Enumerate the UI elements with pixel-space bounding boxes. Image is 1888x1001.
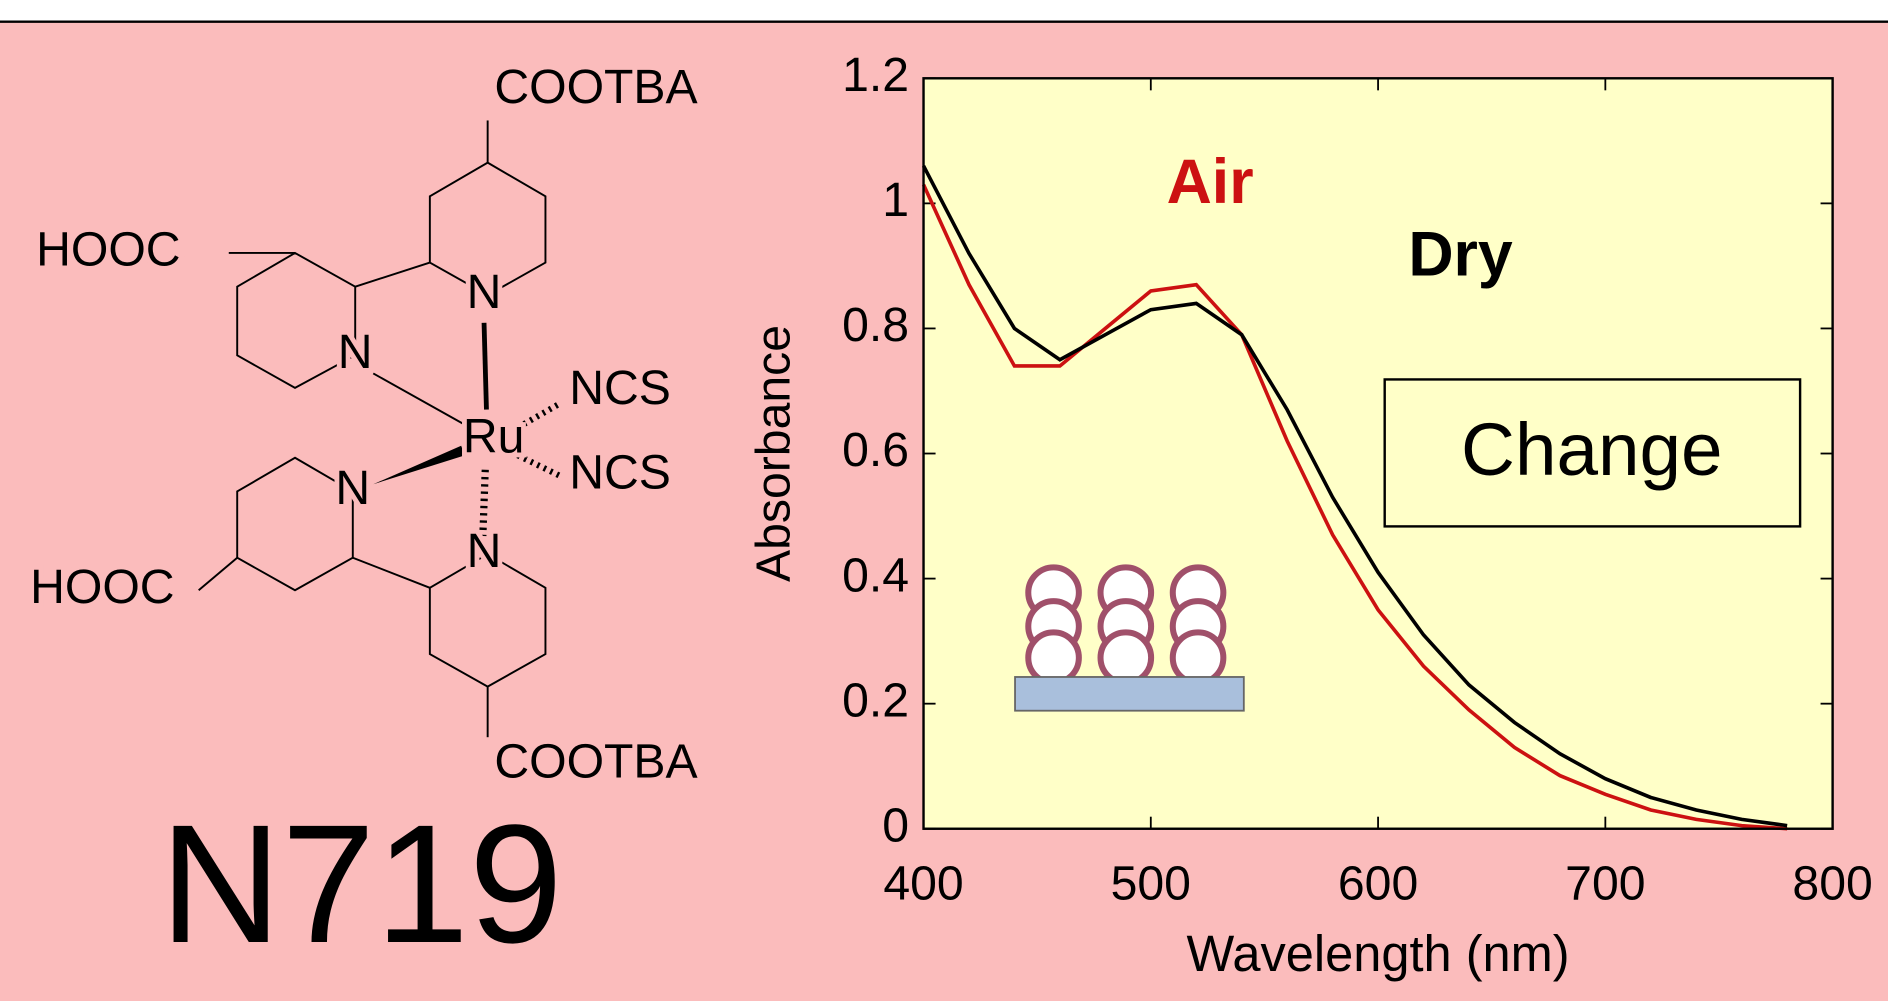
y-tick-label: 0.4 <box>842 548 909 602</box>
x-tick-label: 600 <box>1338 856 1418 910</box>
bond <box>484 323 486 410</box>
x-axis-title: Wavelength (nm) <box>1187 925 1570 982</box>
group-label: COOTBA <box>494 60 698 114</box>
top-band <box>0 0 1888 22</box>
film-illustration <box>1015 567 1244 710</box>
particle <box>1101 632 1152 683</box>
x-tick-label: 700 <box>1565 856 1645 910</box>
compound-name: N719 <box>160 789 563 978</box>
group-label: NCS <box>569 361 671 415</box>
page: COOTBA HOOC N N NCS Ru NCS N HOOC N COOT… <box>0 0 1888 1001</box>
y-tick-label: 0.6 <box>842 423 909 477</box>
substrate <box>1015 677 1244 711</box>
y-tick-label: 1 <box>882 173 909 227</box>
atom-label: N <box>467 524 502 578</box>
slide: COOTBA HOOC N N NCS Ru NCS N HOOC N COOT… <box>0 0 1888 1001</box>
series-label: Air <box>1167 147 1254 217</box>
atom-label: N <box>338 325 373 379</box>
y-tick-label: 0.2 <box>842 673 909 727</box>
group-label: NCS <box>569 446 671 500</box>
x-tick-label: 500 <box>1111 856 1191 910</box>
y-tick-label: 0.8 <box>842 298 909 352</box>
annotation: Change <box>1461 407 1722 491</box>
y-axis-title: Absorbance <box>746 325 800 582</box>
x-tick-label: 400 <box>883 856 963 910</box>
atom-label: N <box>467 265 502 319</box>
particle <box>1173 632 1224 683</box>
series-label: Dry <box>1408 220 1513 290</box>
y-tick-label: 1.2 <box>842 48 909 102</box>
y-tick-label: 0 <box>882 798 909 852</box>
particle <box>1028 632 1079 683</box>
group-label: COOTBA <box>494 735 698 789</box>
group-label: HOOC <box>30 560 174 614</box>
atom-label: Ru <box>463 409 525 463</box>
group-label: HOOC <box>36 223 180 277</box>
atom-label: N <box>335 461 370 515</box>
x-tick-label: 800 <box>1792 856 1872 910</box>
